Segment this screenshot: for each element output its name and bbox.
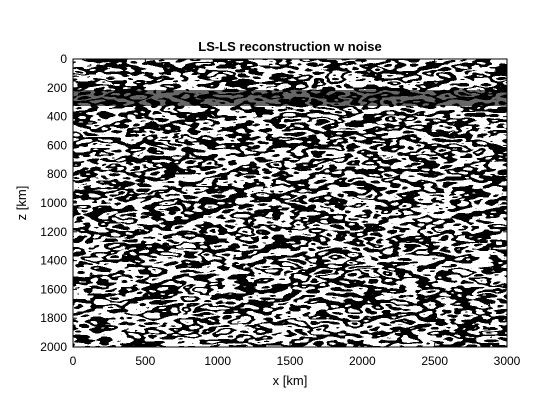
x-tick-label: 2500 <box>421 354 448 368</box>
y-tick-label: 1000 <box>40 196 67 210</box>
y-tick-label: 1200 <box>40 225 67 239</box>
dark-reflector-band <box>73 59 507 347</box>
y-tick-label: 1600 <box>40 282 67 296</box>
y-tick-label: 200 <box>47 81 67 95</box>
y-axis: 0 200 400 600 800 1000 1200 1400 1600 1800 2000 <box>40 52 507 354</box>
y-tick-label: 2000 <box>40 340 67 354</box>
y-tick-label: 800 <box>47 167 67 181</box>
plot-area <box>72 58 508 348</box>
x-axis: 0 500 1000 1500 2000 2500 3000 <box>70 59 521 368</box>
x-tick-label: 1000 <box>204 354 231 368</box>
chart-title: LS-LS reconstruction w noise <box>198 39 381 54</box>
y-tick-label: 1800 <box>40 311 67 325</box>
x-axis-label: x [km] <box>273 373 308 388</box>
y-tick-label: 1400 <box>40 254 67 268</box>
x-tick-label: 500 <box>135 354 155 368</box>
x-tick-label: 3000 <box>494 354 521 368</box>
y-axis-label: z [km] <box>14 186 29 221</box>
x-tick-label: 1500 <box>277 354 304 368</box>
y-tick-label: 400 <box>47 110 67 124</box>
x-tick-label: 2000 <box>349 354 376 368</box>
y-tick-label: 0 <box>60 52 67 66</box>
x-tick-label: 0 <box>70 354 77 368</box>
y-tick-label: 600 <box>47 138 67 152</box>
